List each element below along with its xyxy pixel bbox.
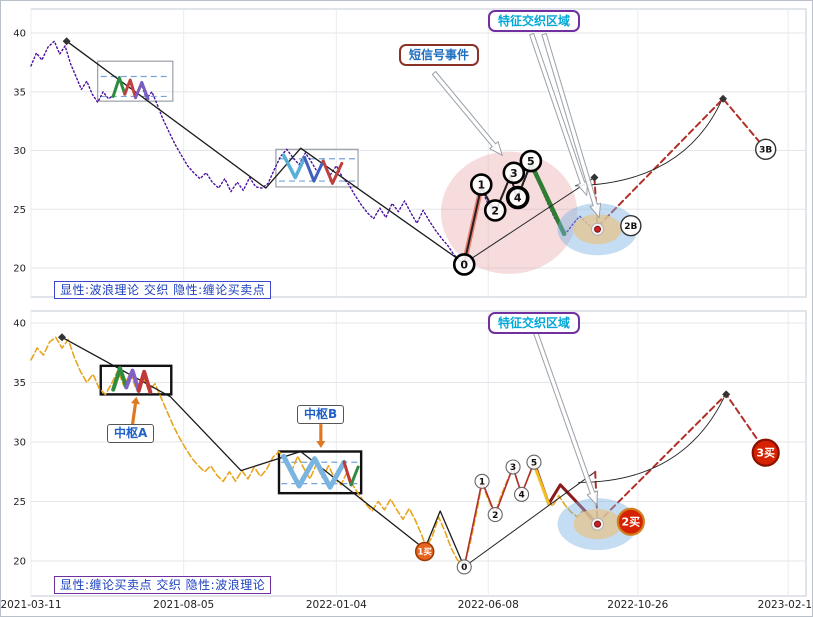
series-seg-d — [281, 453, 347, 490]
wave-number-label: 1 — [477, 179, 485, 192]
series-seg-a — [111, 366, 129, 392]
x-tick-label: 2021-08-05 — [153, 599, 214, 611]
y-tick-label: 20 — [13, 264, 26, 275]
wave-number-circle — [505, 185, 530, 210]
y-tick-label: 35 — [13, 378, 26, 389]
pivot-marker — [719, 94, 728, 103]
wave-number-label: 2 — [491, 204, 499, 217]
series-seg-d — [281, 153, 307, 180]
consolidation-box — [99, 364, 173, 396]
signal-badge-label: 1买 — [417, 548, 432, 558]
wave-number-circle — [514, 486, 530, 502]
series-seg-a — [111, 76, 127, 98]
y-tick-label: 30 — [13, 146, 26, 157]
signal-badge — [755, 138, 777, 161]
x-tick-label: 2022-10-26 — [607, 599, 668, 611]
wave-number-label: 5 — [527, 155, 535, 168]
wave-number-label: 3 — [510, 463, 516, 473]
series-trend — [61, 336, 465, 568]
annotation-feature-zone-top: 特征交织区域 — [488, 10, 581, 32]
callout-arrow — [431, 70, 504, 157]
annotation-short-signal: 短信号事件 — [399, 44, 480, 66]
series-seg-e — [303, 156, 325, 183]
annotation-pivot-b: 中枢B — [297, 405, 345, 424]
y-tick-label: 40 — [13, 319, 26, 330]
series-seg-c — [136, 369, 153, 394]
pointer-arrow-head — [316, 440, 326, 448]
wave-number-circle — [526, 454, 542, 470]
wave-number-circle — [469, 173, 493, 196]
wave-number-label: 2 — [492, 511, 498, 521]
trend-arc — [578, 397, 725, 483]
consolidation-box — [275, 148, 359, 188]
pivot-marker — [62, 37, 71, 46]
annotation-pivot-a: 中枢A — [107, 424, 155, 443]
x-tick-label: 2022-01-04 — [306, 599, 367, 611]
signal-badge — [620, 214, 642, 237]
y-tick-label: 25 — [13, 497, 26, 508]
target-zone-center — [594, 520, 602, 528]
annotation-feature-zone-bottom: 特征交织区域 — [488, 312, 581, 334]
y-tick-label: 20 — [13, 557, 26, 568]
chan-theory-chart: 20 25 30 35 40 0 1 2 3 4 5 1买 2买 3买 2021-03-11 2021-08-… — [1, 310, 813, 611]
wave-number-circle — [505, 459, 521, 475]
wave-number-label: 4 — [518, 491, 524, 501]
signal-badge — [751, 438, 780, 467]
series-yellow-seg — [532, 463, 551, 506]
wave-number-circle — [456, 559, 472, 575]
signal-badge-label: 3买 — [756, 447, 775, 460]
wave-number-circle — [519, 149, 543, 173]
legend-top-panel: 显性:波浪理论 交织 隐性:缠论买卖点 — [54, 281, 272, 299]
callout-arrow — [528, 32, 589, 197]
callout-arrow — [541, 32, 602, 219]
series-seg-b — [123, 78, 138, 100]
y-tick-label: 30 — [13, 438, 26, 449]
wave-number-circle — [502, 161, 526, 185]
wave-number-label: 0 — [460, 258, 468, 271]
series-seg-e — [342, 460, 353, 487]
signal-badge — [414, 541, 435, 562]
signal-badge-label: 2B — [624, 222, 637, 232]
series-seg-f — [349, 465, 360, 487]
wave-number-circle — [483, 199, 507, 222]
wave-number-circle — [474, 473, 490, 489]
x-tick-label: 2022-06-08 — [458, 599, 519, 611]
wave-number-circle — [452, 253, 476, 276]
callout-arrow — [532, 328, 599, 507]
series-seg-b — [124, 368, 141, 393]
y-tick-label: 35 — [13, 87, 26, 98]
wave-number-label: 4 — [514, 191, 522, 204]
wave-number-circle — [487, 507, 503, 523]
pivot-marker — [58, 333, 66, 342]
signal-badge-label: 2买 — [622, 516, 641, 529]
signal-badge-label: 3B — [759, 146, 772, 156]
x-tick-label: 2021-03-11 — [1, 599, 62, 611]
y-tick-label: 40 — [13, 29, 26, 40]
series-trendline — [463, 471, 596, 568]
consolidation-box — [97, 60, 174, 102]
signal-badge — [616, 507, 645, 536]
target-zone-center — [594, 225, 602, 233]
y-tick-label: 25 — [13, 205, 26, 216]
series-seg-f — [321, 159, 344, 185]
wave-number-label: 0 — [461, 563, 467, 573]
trend-arc — [575, 102, 722, 187]
wave-number-label: 1 — [479, 478, 485, 488]
consolidation-box — [277, 450, 363, 495]
pivot-marker — [722, 390, 731, 399]
legend-bottom-panel: 显性:缠论买卖点 交织 隐性:波浪理论 — [54, 576, 272, 594]
series-seg-c — [134, 80, 150, 101]
pivot-marker — [590, 173, 599, 182]
series-trendline — [463, 177, 595, 264]
series-trend — [66, 40, 465, 264]
wave-number-label: 3 — [510, 167, 518, 180]
pointer-arrow-head — [130, 396, 140, 405]
wave-number-label: 5 — [531, 458, 537, 468]
series-impulse-down — [528, 161, 567, 237]
x-tick-label: 2023-02-16 — [758, 599, 813, 611]
